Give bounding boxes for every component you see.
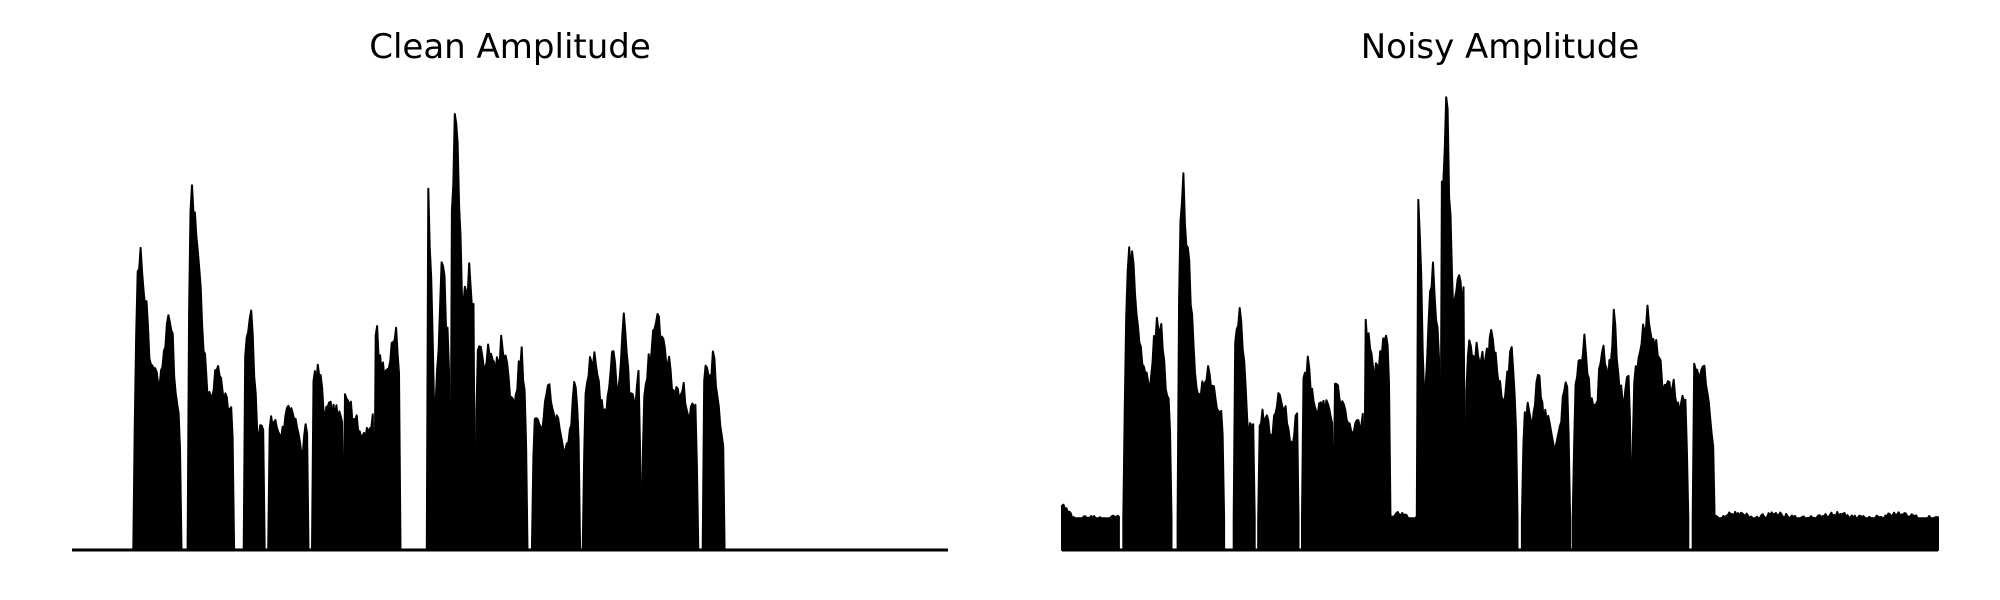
amplitude-segment-2 [1176, 172, 1226, 551]
amplitude-segment-1 [132, 246, 183, 551]
amplitude-segment-6 [342, 393, 376, 551]
amplitude-segment-14 [1630, 304, 1690, 551]
amplitude-segment-4 [1257, 392, 1300, 551]
amplitude-segment-9 [425, 187, 452, 551]
amplitude-segment-11 [474, 334, 529, 551]
chart-title-clean: Clean Amplitude [369, 27, 651, 67]
amplitude-segment-9 [1415, 198, 1442, 551]
amplitude-segment-6 [1332, 382, 1366, 551]
amplitude-segment-11 [1464, 329, 1519, 551]
amplitude-segment-14 [640, 313, 700, 551]
amplitude-segment-2 [186, 184, 236, 551]
amplitude-segment-0 [1061, 503, 1120, 551]
amplitude-segment-12 [530, 381, 582, 551]
amplitude-segment-7 [1363, 318, 1392, 551]
plot-area-noisy [1061, 96, 1939, 552]
amplitude-segment-4 [267, 404, 310, 551]
amplitude-segment-15 [1691, 362, 1716, 551]
chart-title-noisy: Noisy Amplitude [1361, 27, 1640, 67]
panel-clean: Clean Amplitude [72, 27, 948, 552]
amplitude-segment-3 [242, 309, 266, 551]
amplitude-segment-15 [701, 350, 726, 551]
panel-noisy: Noisy Amplitude [1061, 27, 1939, 552]
amplitude-segment-7 [373, 325, 402, 551]
amplitude-segment-5 [1301, 355, 1335, 551]
plot-area-clean [72, 113, 948, 552]
amplitude-segment-13 [1571, 308, 1633, 551]
amplitude-segment-13 [581, 312, 643, 551]
amplitude-segment-12 [1520, 373, 1572, 551]
amplitude-segment-3 [1232, 307, 1256, 551]
amplitude-segment-1 [1122, 246, 1173, 551]
amplitude-segment-5 [311, 363, 345, 551]
amplitude-segment-10 [1439, 96, 1466, 551]
amplitude-segment-8 [1389, 511, 1418, 551]
amplitude-segment-10 [449, 113, 476, 551]
amplitude-segment-16 [1713, 510, 1939, 551]
